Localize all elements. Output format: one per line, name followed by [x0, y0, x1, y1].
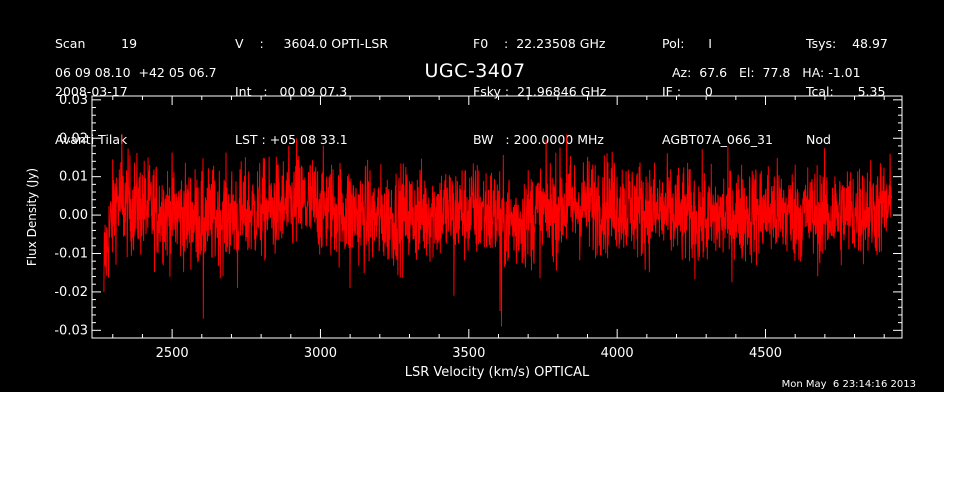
- bandwidth: BW : 200.0000 MHz: [473, 132, 604, 147]
- observer-name: Avanti Tilak: [55, 132, 128, 147]
- plot-panel: [0, 0, 944, 392]
- integration-time: Int : 00 09 07.3: [235, 84, 348, 99]
- x-tick-label: 2500: [156, 346, 189, 361]
- x-tick-label: 4000: [601, 346, 634, 361]
- header-frequency-info: F0 : 22.23508 GHz Fsky : 21.96846 GHz BW…: [473, 4, 606, 164]
- x-tick-label: 3000: [304, 346, 337, 361]
- y-tick-label: -0.01: [54, 246, 88, 261]
- object-title: UGC-3407: [424, 60, 526, 82]
- lst-value: LST : +05 08 33.1: [235, 132, 348, 147]
- tsys-value: Tsys: 48.97: [806, 36, 888, 51]
- procedure-name: Nod: [806, 132, 831, 147]
- y-tick-label: -0.03: [54, 323, 88, 338]
- plot-timestamp: Mon May 6 23:14:16 2013: [781, 379, 916, 390]
- y-axis-ticks: -0.03 -0.02 -0.01 0.00 0.01 0.02 0.03: [54, 93, 902, 338]
- project-id: AGBT07A_066_31: [662, 132, 773, 147]
- header-tsys-info: Tsys: 48.97 Tcal: 5.35 Nod: [806, 4, 888, 164]
- tcal-value: Tcal: 5.35: [806, 84, 886, 99]
- scan-number: Scan 19: [55, 36, 138, 51]
- y-tick-label: 0.02: [59, 131, 88, 146]
- rest-frequency: F0 : 22.23508 GHz: [473, 36, 606, 51]
- header-pol-info: Pol: I IF : 0 AGBT07A_066_31: [662, 4, 773, 164]
- source-coordinates: 06 09 08.10 +42 05 06.7: [55, 65, 217, 80]
- x-axis-ticks: 2500 3000 3500 4000 4500: [112, 96, 885, 361]
- sky-frequency: Fsky : 21.96846 GHz: [473, 84, 607, 99]
- y-tick-label: 0.00: [59, 208, 88, 223]
- y-tick-label: -0.02: [54, 285, 88, 300]
- x-axis-label: LSR Velocity (km/s) OPTICAL: [405, 365, 590, 380]
- y-axis-label: Flux Density (Jy): [25, 168, 39, 266]
- header-velocity-info: V : 3604.0 OPTI-LSR Int : 00 09 07.3 LST…: [235, 4, 388, 164]
- spectrum-line: [103, 134, 893, 327]
- x-tick-label: 4500: [749, 346, 782, 361]
- pointing-info: Az: 67.6 El: 77.8 HA: -1.01: [672, 65, 861, 80]
- if-number: IF : 0: [662, 84, 713, 99]
- y-tick-label: 0.03: [59, 93, 88, 108]
- source-velocity: V : 3604.0 OPTI-LSR: [235, 36, 389, 51]
- header-scan-info: Scan 19 2008-03-17 Avanti Tilak: [55, 4, 137, 164]
- x-tick-label: 3500: [452, 346, 485, 361]
- spectrum-plot: 2500 3000 3500 4000 4500 -0.03 -0.02 -0.01 0.00…: [25, 93, 903, 380]
- y-tick-label: 0.01: [59, 170, 88, 185]
- spectrum-trace-group: [103, 134, 893, 327]
- plot-frame: [91, 95, 903, 339]
- polarization: Pol: I: [662, 36, 712, 51]
- scan-date: 2008-03-17: [55, 84, 128, 99]
